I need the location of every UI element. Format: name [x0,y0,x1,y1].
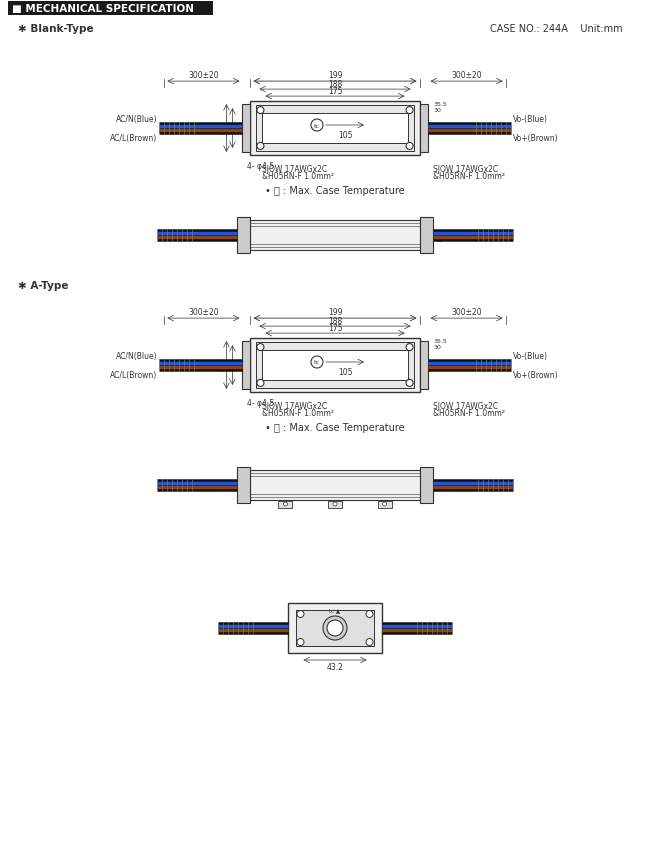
Circle shape [257,143,264,150]
Circle shape [297,611,304,618]
Circle shape [257,107,264,114]
Circle shape [257,345,264,351]
Circle shape [406,143,413,150]
Text: &H05RN-F 1.0mm²: &H05RN-F 1.0mm² [263,409,334,417]
Bar [237,467,251,503]
Text: 30: 30 [433,107,442,113]
Text: SJOW 17AWGx2C: SJOW 17AWGx2C [263,402,328,410]
Text: &H05RN-F 1.0mm²: &H05RN-F 1.0mm² [263,171,334,181]
Text: 300±20: 300±20 [452,308,482,316]
Circle shape [323,616,347,641]
Bar [237,218,251,253]
Text: SJOW 17AWGx2C: SJOW 17AWGx2C [433,402,498,410]
Text: 175: 175 [328,324,342,333]
Text: 188: 188 [328,316,342,326]
Bar [419,467,433,503]
Circle shape [283,502,287,507]
Text: • Ⓣ : Max. Case Temperature: • Ⓣ : Max. Case Temperature [265,186,405,195]
Bar [251,339,419,392]
Text: 300±20: 300±20 [452,71,482,80]
Text: AC/L(Brown): AC/L(Brown) [110,370,157,380]
Text: AC/L(Brown): AC/L(Brown) [110,134,157,142]
Text: Vo-(Blue): Vo-(Blue) [513,351,547,361]
Text: 45.8: 45.8 [226,120,231,134]
Text: 105: 105 [338,368,352,376]
Text: 300±20: 300±20 [188,308,218,316]
Circle shape [297,639,304,646]
Circle shape [383,502,387,507]
Text: 17.65: 17.65 [387,626,404,630]
Text: 63.3: 63.3 [220,357,225,370]
Text: tc: tc [314,360,320,365]
Bar [8,2,213,16]
Text: 199: 199 [328,71,342,80]
Bar [257,343,413,388]
Text: 300±20: 300±20 [188,71,218,80]
Text: SJOW 17AWGx2C: SJOW 17AWGx2C [433,165,498,174]
Circle shape [406,107,413,114]
Text: ■ MECHANICAL SPECIFICATION: ■ MECHANICAL SPECIFICATION [12,4,194,14]
Circle shape [406,345,413,351]
Bar [378,502,391,508]
Text: 105: 105 [338,131,352,140]
Text: 35.5: 35.5 [436,481,450,486]
Circle shape [366,639,373,646]
Bar [243,105,251,153]
Text: 45.8: 45.8 [226,357,231,370]
Text: Vo+(Brown): Vo+(Brown) [513,370,558,380]
Bar [297,610,373,647]
Text: SJOW 17AWGx2C: SJOW 17AWGx2C [263,165,328,174]
Circle shape [311,120,323,132]
Text: 199: 199 [328,308,342,316]
Text: 175: 175 [328,87,342,96]
Circle shape [257,380,264,387]
Bar [263,351,407,380]
Text: Vo-(Blue): Vo-(Blue) [513,115,547,124]
Bar [251,471,419,501]
Text: ✱ A-Type: ✱ A-Type [18,281,68,291]
Bar [419,105,427,153]
Bar [263,114,407,144]
Bar [251,221,419,251]
Bar [419,218,433,253]
Bar [289,603,381,653]
Text: 43.2: 43.2 [326,662,344,671]
Text: 30: 30 [436,487,444,492]
Text: 35.5: 35.5 [433,338,448,343]
Bar [243,342,251,390]
Text: AC/N(Blue): AC/N(Blue) [116,351,157,361]
Text: 63.3: 63.3 [220,120,225,134]
Bar [257,106,413,152]
Bar [328,502,342,508]
Text: tc ▲: tc ▲ [330,607,340,612]
Text: 35.5: 35.5 [433,102,448,107]
Text: 30: 30 [433,345,442,349]
Circle shape [311,357,323,368]
Text: 35.5: 35.5 [436,231,450,236]
Bar [419,342,427,390]
Text: ✱ Blank-Type: ✱ Blank-Type [18,24,94,34]
Text: Vo+(Brown): Vo+(Brown) [513,134,558,142]
Text: AC/N(Blue): AC/N(Blue) [116,115,157,124]
Circle shape [366,611,373,618]
Text: 4- φ4.5: 4- φ4.5 [247,398,274,408]
Circle shape [333,502,337,507]
Text: 188: 188 [328,80,342,89]
Text: • Ⓣ : Max. Case Temperature: • Ⓣ : Max. Case Temperature [265,422,405,432]
Circle shape [327,620,343,636]
Circle shape [406,380,413,387]
Text: tc: tc [314,124,320,128]
Text: &H05RN-F 1.0mm²: &H05RN-F 1.0mm² [433,171,505,181]
Text: CASE NO.: 244A    Unit:mm: CASE NO.: 244A Unit:mm [490,24,622,34]
Bar [251,102,419,156]
Text: 4- φ4.5: 4- φ4.5 [247,162,274,171]
Text: &H05RN-F 1.0mm²: &H05RN-F 1.0mm² [433,409,505,417]
Bar [279,502,292,508]
Text: 30: 30 [436,237,444,242]
